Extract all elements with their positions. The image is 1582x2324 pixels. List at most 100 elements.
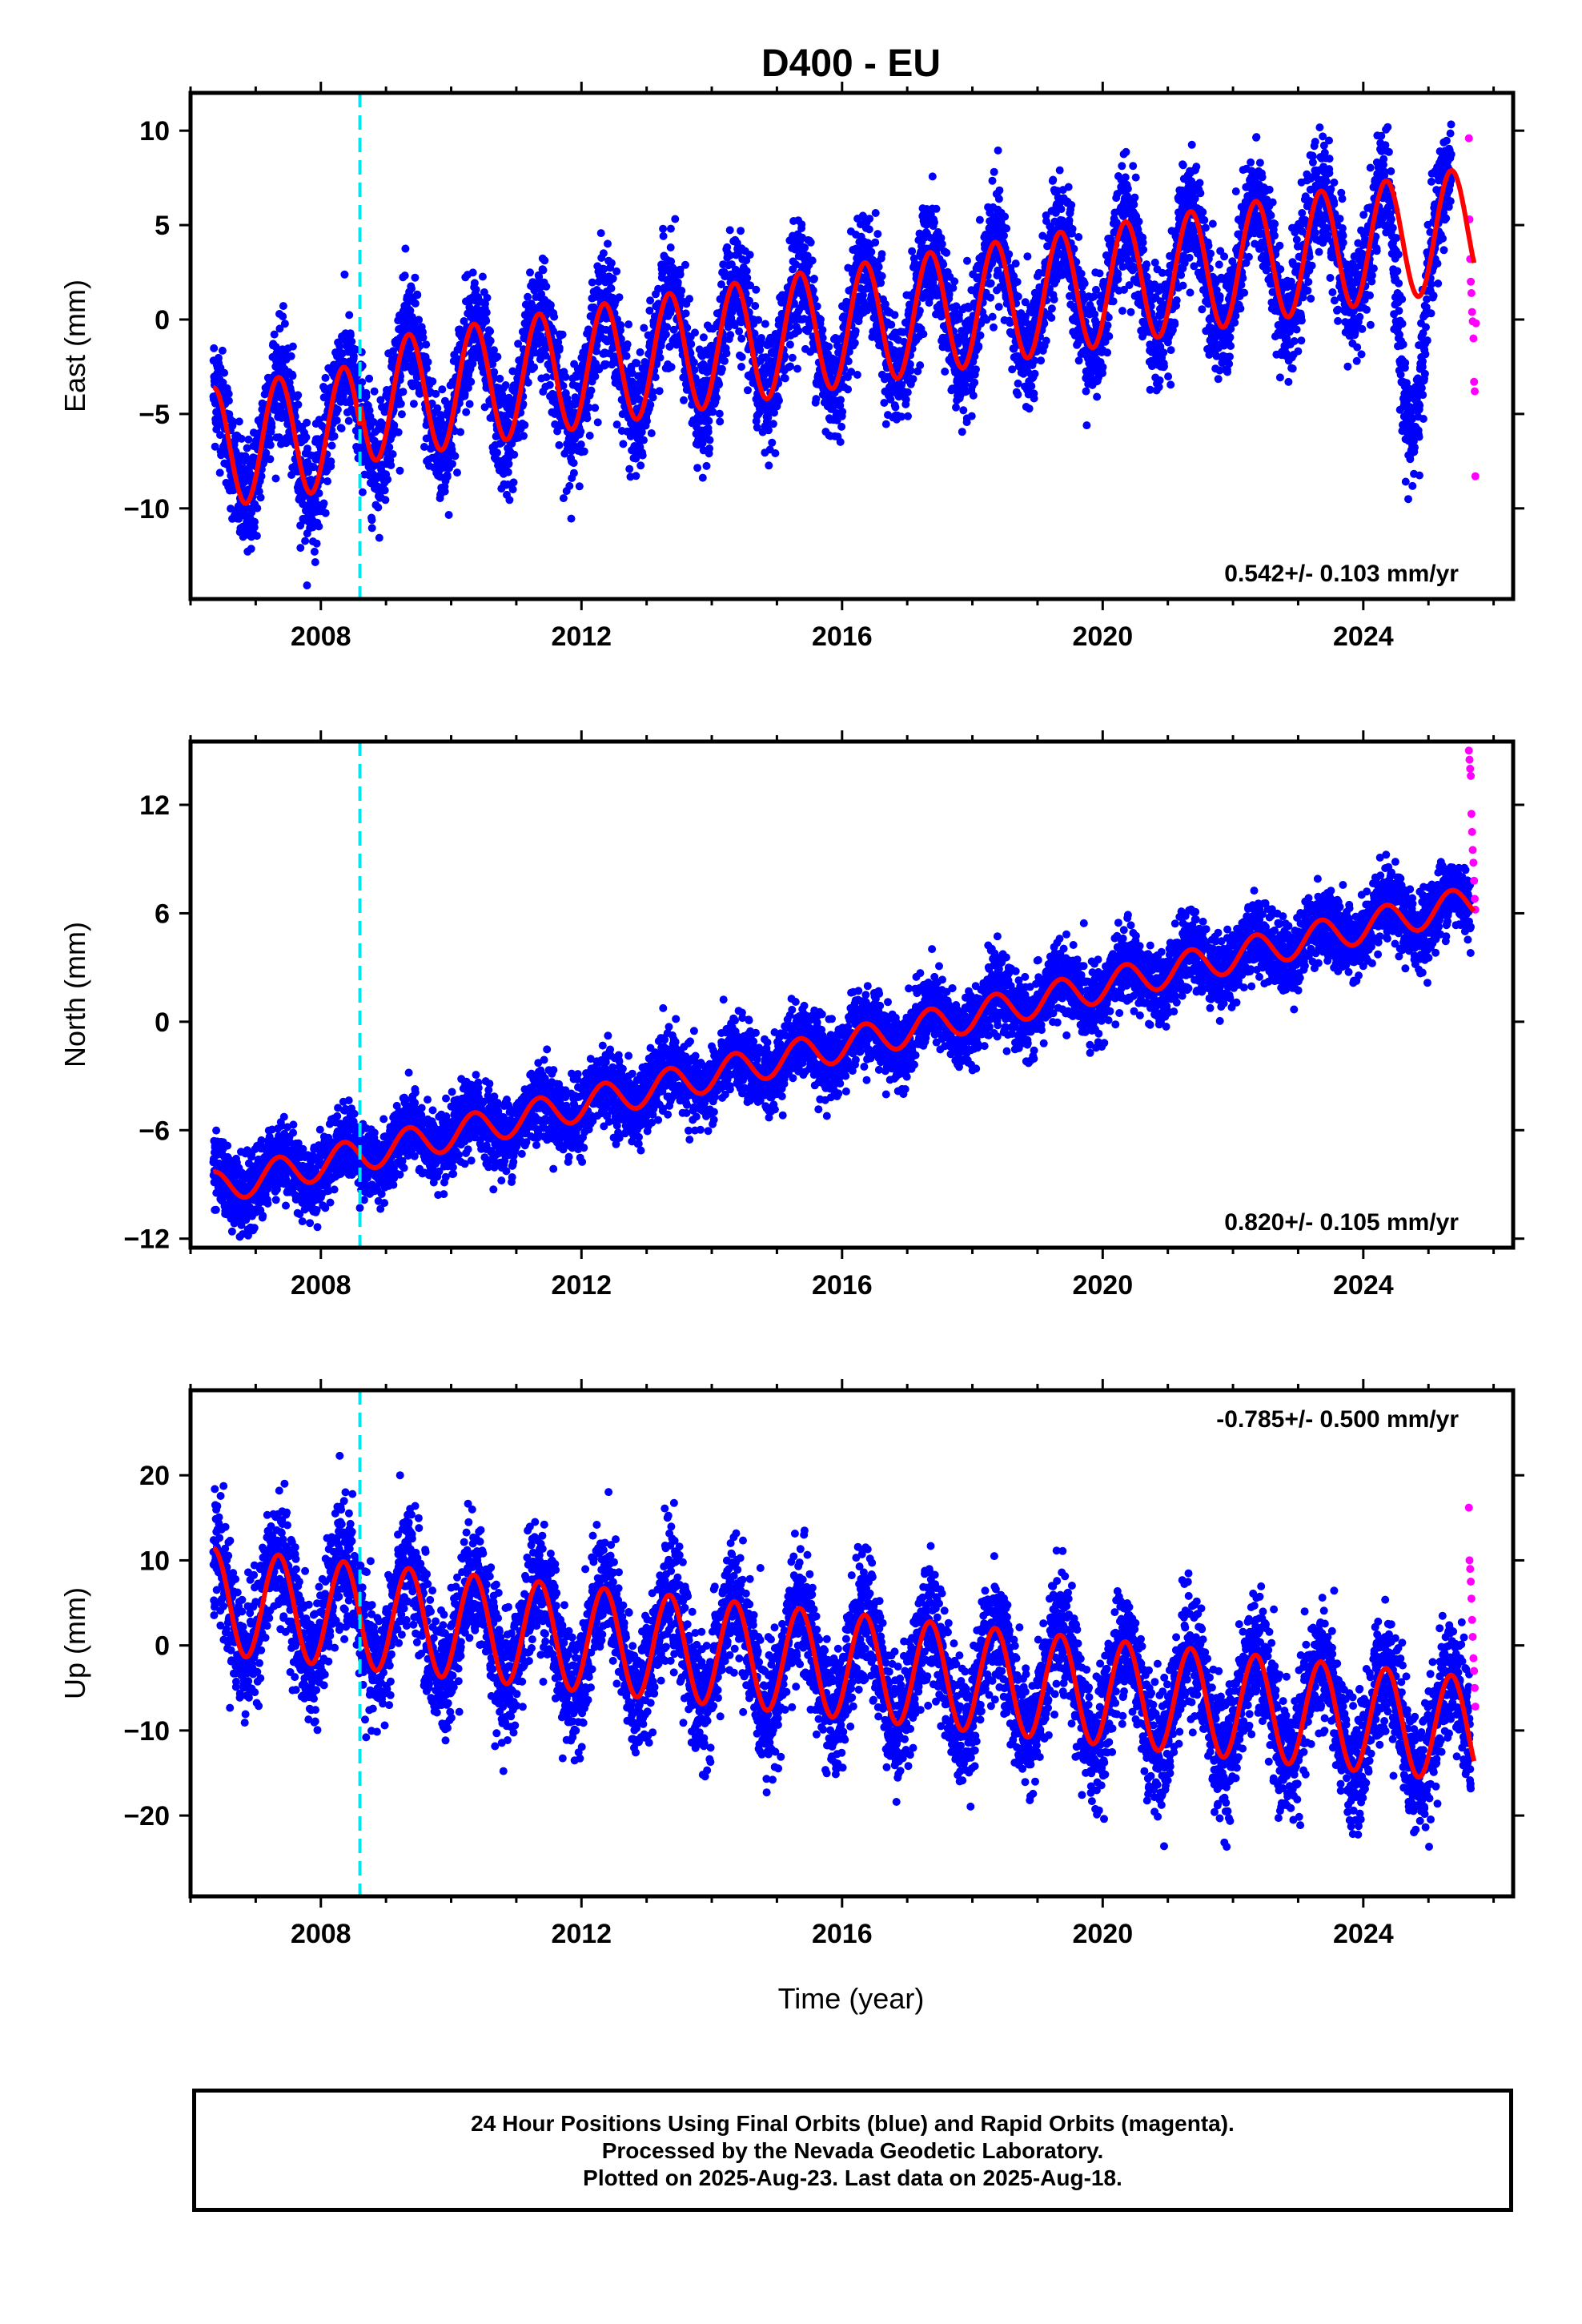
final-orbit-point [444,511,453,519]
final-orbit-point [705,436,714,444]
final-orbit-point [411,273,420,282]
final-orbit-point [1042,336,1050,345]
final-orbit-point [505,496,514,505]
final-orbit-point [837,422,846,431]
final-orbit-point [508,485,517,494]
final-orbit-point [721,356,729,365]
final-orbit-point [994,146,1002,155]
final-orbit-point [737,363,745,371]
final-orbit-point [972,365,980,374]
final-orbit-point [397,410,406,419]
final-orbit-point [1047,304,1056,313]
final-orbit-point [699,333,708,342]
final-orbit-point [623,340,632,348]
final-orbit-point [424,358,432,366]
final-orbit-point [462,408,471,416]
final-orbit-point [745,251,754,259]
final-orbit-point [836,437,845,446]
final-orbit-point [808,256,817,265]
final-orbit-point [646,296,655,305]
final-orbit-point [743,274,752,282]
final-orbit-point [612,267,621,275]
final-orbit-point [602,360,611,368]
final-orbit-point [636,461,645,470]
final-orbit-point [346,331,355,340]
final-orbit-point [428,399,436,408]
final-orbit-point [237,434,246,443]
final-orbit-point [737,334,746,343]
final-orbit-point [374,503,383,512]
final-orbit-point [514,340,523,348]
final-orbit-point [690,365,699,374]
final-orbit-point [482,308,491,317]
final-orbit-point [267,423,276,432]
final-orbit-point [301,537,310,545]
final-orbit-point [974,342,983,351]
final-orbit-point [327,457,335,466]
final-orbit-point [275,324,284,333]
final-orbit-point [247,545,255,553]
final-orbit-point [663,323,671,332]
final-orbit-point [344,416,353,425]
final-orbit-point [636,348,644,356]
final-orbit-point [1013,278,1022,286]
final-orbit-point [524,378,532,387]
final-orbit-point [396,466,404,475]
final-orbit-point [252,532,261,541]
final-orbit-point [219,378,227,387]
final-orbit-point [871,238,880,247]
final-orbit-point [939,260,948,269]
final-orbit-point [737,352,746,361]
final-orbit-point [390,421,399,429]
final-orbit-point [607,284,616,293]
final-orbit-point [705,444,714,452]
final-orbit-point [243,444,251,452]
final-orbit-point [986,279,995,287]
final-orbit-point [844,357,853,366]
final-orbit-point [520,420,529,429]
final-orbit-point [526,268,534,277]
chart-title: D400 - EU [761,42,941,85]
final-orbit-point [756,346,765,354]
final-orbit-point [1074,233,1083,241]
final-orbit-point [667,257,676,266]
final-orbit-point [453,468,461,477]
final-orbit-point [468,360,477,368]
final-orbit-point [478,272,487,281]
final-orbit-point [676,270,685,279]
final-orbit-point [769,420,777,428]
final-orbit-point [938,239,946,248]
final-orbit-point [510,450,519,459]
final-orbit-point [224,389,233,398]
final-orbit-point [651,373,660,382]
final-orbit-point [764,426,773,435]
final-orbit-point [370,387,379,396]
final-orbit-point [995,186,1004,195]
final-orbit-point [689,358,698,367]
final-orbit-point [677,287,686,295]
final-orbit-point [519,400,528,408]
final-orbit-point [345,311,354,320]
final-orbit-point [448,460,456,468]
final-orbit-point [524,292,532,301]
final-orbit-point [467,377,476,386]
final-orbit-point [725,226,734,235]
final-orbit-point [539,266,548,275]
final-orbit-point [224,396,233,405]
final-orbit-point [231,448,240,456]
final-orbit-point [752,285,761,294]
final-orbit-point [615,293,624,302]
final-orbit-point [419,333,428,342]
final-orbit-point [367,516,376,525]
final-orbit-point [742,267,751,275]
final-orbit-point [256,493,265,502]
final-orbit-point [389,347,397,356]
final-orbit-point [266,455,275,464]
final-orbit-point [932,204,941,213]
final-orbit-point [349,352,358,360]
final-orbit-point [903,388,912,396]
final-orbit-point [265,435,274,444]
final-orbit-point [1082,387,1090,396]
